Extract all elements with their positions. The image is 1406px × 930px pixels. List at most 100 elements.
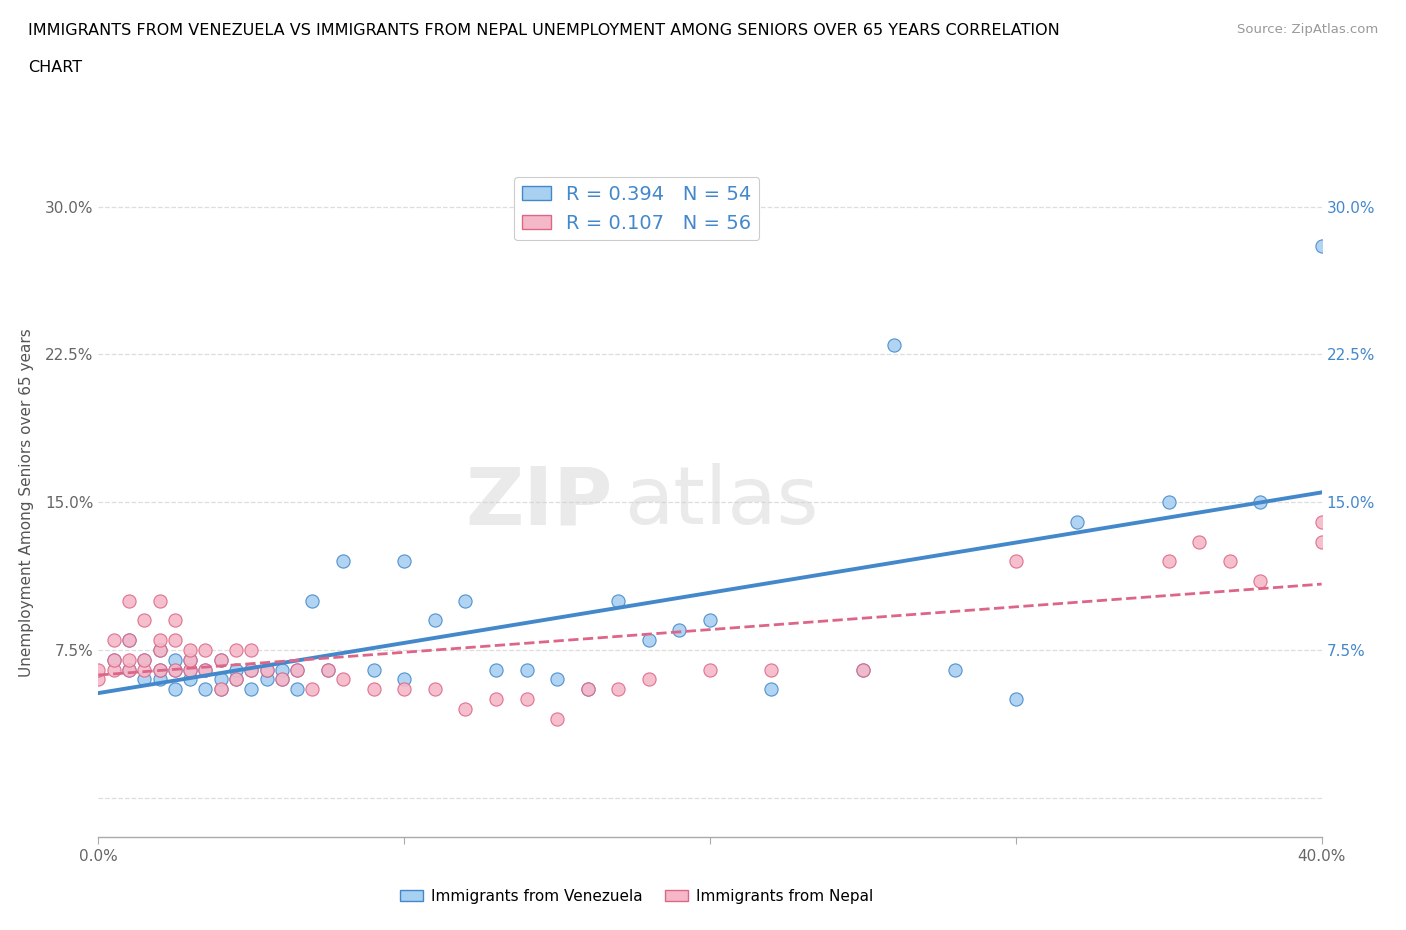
Point [103,652,125,667]
Point [637,632,661,647]
Point [1066,514,1088,529]
Point [607,682,630,697]
Point [194,682,217,697]
Point [516,692,538,707]
Point [209,682,232,697]
Point [668,623,690,638]
Point [607,593,630,608]
Point [179,643,201,658]
Point [103,662,125,677]
Point [225,672,247,687]
Point [179,662,201,677]
Point [163,652,186,667]
Point [301,593,323,608]
Point [485,662,508,677]
Point [149,593,172,608]
Point [270,662,292,677]
Point [1249,574,1271,589]
Point [179,672,201,687]
Point [392,672,416,687]
Point [103,652,125,667]
Point [240,643,263,658]
Point [285,662,308,677]
Point [118,652,141,667]
Point [225,672,247,687]
Point [149,643,172,658]
Point [1188,534,1211,549]
Point [1157,554,1180,569]
Point [240,682,263,697]
Point [209,672,232,687]
Y-axis label: Unemployment Among Seniors over 65 years: Unemployment Among Seniors over 65 years [18,328,34,677]
Point [256,672,278,687]
Point [699,662,721,677]
Point [163,682,186,697]
Point [179,652,201,667]
Point [118,632,141,647]
Point [256,662,278,677]
Point [285,682,308,697]
Point [316,662,339,677]
Point [270,672,292,687]
Point [332,554,354,569]
Point [103,632,125,647]
Point [363,682,385,697]
Text: CHART: CHART [28,60,82,75]
Point [163,662,186,677]
Point [454,593,477,608]
Point [149,643,172,658]
Point [301,682,323,697]
Point [149,632,172,647]
Point [637,672,661,687]
Point [118,662,141,677]
Point [256,662,278,677]
Text: IMMIGRANTS FROM VENEZUELA VS IMMIGRANTS FROM NEPAL UNEMPLOYMENT AMONG SENIORS OV: IMMIGRANTS FROM VENEZUELA VS IMMIGRANTS … [28,23,1060,38]
Point [852,662,875,677]
Point [1157,495,1180,510]
Point [134,662,156,677]
Point [209,652,232,667]
Point [194,643,217,658]
Point [423,613,446,628]
Point [87,662,110,677]
Text: Source: ZipAtlas.com: Source: ZipAtlas.com [1237,23,1378,36]
Point [1219,554,1241,569]
Point [163,662,186,677]
Point [546,711,568,726]
Point [546,672,568,687]
Point [392,554,416,569]
Point [225,662,247,677]
Point [699,613,721,628]
Point [225,643,247,658]
Point [134,652,156,667]
Point [454,701,477,716]
Point [134,652,156,667]
Point [134,672,156,687]
Point [118,593,141,608]
Point [134,613,156,628]
Point [118,632,141,647]
Text: ZIP: ZIP [465,463,612,541]
Point [194,662,217,677]
Point [1004,692,1026,707]
Legend: Immigrants from Venezuela, Immigrants from Nepal: Immigrants from Venezuela, Immigrants fr… [394,883,879,910]
Text: atlas: atlas [624,463,818,541]
Point [209,652,232,667]
Point [1310,534,1333,549]
Point [516,662,538,677]
Point [149,662,172,677]
Point [240,662,263,677]
Point [270,672,292,687]
Point [179,662,201,677]
Point [363,662,385,677]
Point [118,662,141,677]
Point [163,632,186,647]
Point [194,662,217,677]
Point [759,682,782,697]
Point [852,662,875,677]
Point [423,682,446,697]
Point [1004,554,1026,569]
Point [576,682,599,697]
Point [149,662,172,677]
Point [285,662,308,677]
